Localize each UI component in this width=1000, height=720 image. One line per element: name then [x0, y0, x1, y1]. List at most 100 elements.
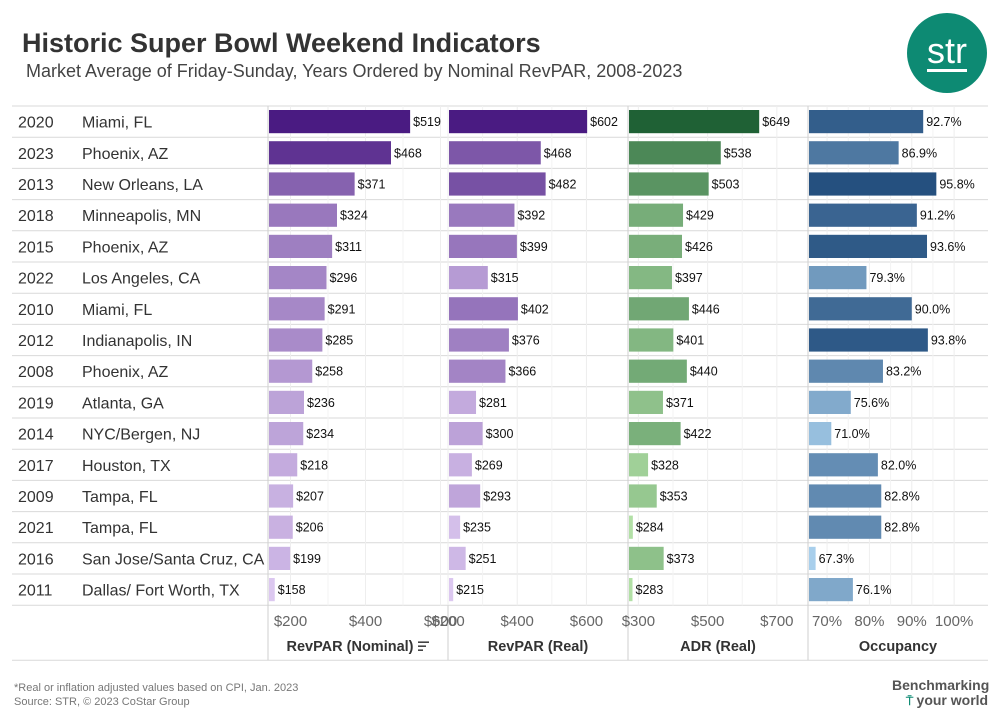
bar: [269, 203, 337, 227]
row-year: 2014: [18, 427, 54, 444]
row-year: 2015: [18, 239, 54, 256]
bar-value-label: $258: [315, 365, 343, 379]
logo-text: str: [927, 30, 967, 71]
bar-value-label: $602: [590, 115, 618, 129]
row-market: Tampa, FL: [82, 520, 158, 537]
bar-value-label: $426: [685, 240, 713, 254]
row-market: New Orleans, LA: [82, 177, 203, 194]
bar-value-label: $468: [394, 146, 422, 160]
bar: [629, 484, 657, 508]
footnote-cpi: *Real or inflation adjusted values based…: [14, 682, 299, 694]
bar-value-label: $392: [517, 209, 545, 223]
bar: [809, 203, 917, 227]
bar-value-label: $328: [651, 458, 679, 472]
row-year: 2019: [18, 395, 54, 412]
bar: [809, 297, 912, 321]
bar: [449, 266, 488, 290]
bar-value-label: $371: [358, 178, 386, 192]
bar: [629, 390, 663, 414]
row-year: 2023: [18, 146, 54, 163]
bar-value-label: $482: [549, 178, 577, 192]
bar-value-label: 82.8%: [884, 490, 919, 504]
bar-value-label: 75.6%: [854, 396, 889, 410]
bar: [629, 546, 664, 570]
bar: [449, 328, 509, 352]
bar: [629, 234, 682, 258]
row-market: Indianapolis, IN: [82, 333, 192, 350]
bar: [809, 172, 937, 196]
bar: [269, 390, 304, 414]
panel-label: RevPAR (Real): [488, 639, 589, 655]
chart-title: Historic Super Bowl Weekend Indicators: [22, 28, 541, 58]
bar-value-label: $206: [296, 521, 324, 535]
panel-label: ADR (Real): [680, 639, 756, 655]
bar: [269, 266, 327, 290]
row-market: Tampa, FL: [82, 489, 158, 506]
tagline-line2: ⍑ your world: [892, 693, 989, 709]
bar: [809, 484, 882, 508]
bar-value-label: 90.0%: [915, 302, 950, 316]
bar: [809, 110, 924, 134]
bar-value-label: 83.2%: [886, 365, 921, 379]
bar-value-label: $376: [512, 334, 540, 348]
bar-value-label: $296: [330, 271, 358, 285]
benchmarking-tagline: Benchmarking ⍑ your world: [892, 678, 989, 709]
row-market: Phoenix, AZ: [82, 239, 169, 256]
row-year: 2016: [18, 551, 54, 568]
bar: [809, 390, 851, 414]
row-market: Phoenix, AZ: [82, 146, 169, 163]
bar: [269, 234, 333, 258]
arrow-icon: ⍑: [906, 694, 917, 708]
bar-value-label: $429: [686, 209, 714, 223]
bar: [629, 578, 633, 602]
bar-value-label: $281: [479, 396, 507, 410]
tick-label: 70%: [812, 613, 842, 630]
bar-value-label: $300: [486, 427, 514, 441]
bar-value-label: $503: [712, 178, 740, 192]
bar-value-label: $215: [456, 583, 484, 597]
bar-value-label: $236: [307, 396, 335, 410]
bar-value-label: $446: [692, 302, 720, 316]
bar: [629, 141, 721, 165]
tick-label: $400: [349, 613, 382, 630]
str-logo: str: [907, 13, 987, 93]
row-market: Miami, FL: [82, 302, 152, 319]
bar: [269, 546, 291, 570]
bar: [449, 110, 588, 134]
tick-label: $200: [431, 613, 464, 630]
row-market: Houston, TX: [82, 458, 171, 475]
bar-value-label: $284: [636, 521, 664, 535]
row-market: Miami, FL: [82, 115, 152, 132]
tick-label: 80%: [854, 613, 884, 630]
bar-value-label: $315: [491, 271, 519, 285]
row-market: Dallas/ Fort Worth, TX: [82, 583, 240, 600]
row-year: 2018: [18, 208, 54, 225]
bar-value-label: $422: [684, 427, 712, 441]
bar: [809, 578, 853, 602]
tick-label: $300: [622, 613, 655, 630]
bar-value-label: $519: [413, 115, 441, 129]
bar: [449, 234, 517, 258]
bar-value-label: $371: [666, 396, 694, 410]
bar: [449, 422, 483, 446]
bar: [269, 484, 294, 508]
tick-label: $600: [570, 613, 603, 630]
bar-value-label: $402: [521, 302, 549, 316]
bar-value-label: 86.9%: [902, 146, 937, 160]
bar-value-label: 91.2%: [920, 209, 955, 223]
bar: [449, 546, 466, 570]
bar: [629, 110, 760, 134]
bar-value-label: 67.3%: [819, 552, 854, 566]
bar-value-label: $397: [675, 271, 703, 285]
panel-label: Occupancy: [859, 639, 937, 655]
footnote-source: Source: STR, © 2023 CoStar Group: [14, 696, 190, 708]
bar: [269, 515, 293, 539]
tagline-line1: Benchmarking: [892, 677, 990, 693]
bar-value-label: $293: [483, 490, 511, 504]
bar: [809, 422, 832, 446]
bar-value-label: $235: [463, 521, 491, 535]
bar-value-label: 71.0%: [834, 427, 869, 441]
bar-value-label: 79.3%: [869, 271, 904, 285]
bar: [269, 172, 355, 196]
